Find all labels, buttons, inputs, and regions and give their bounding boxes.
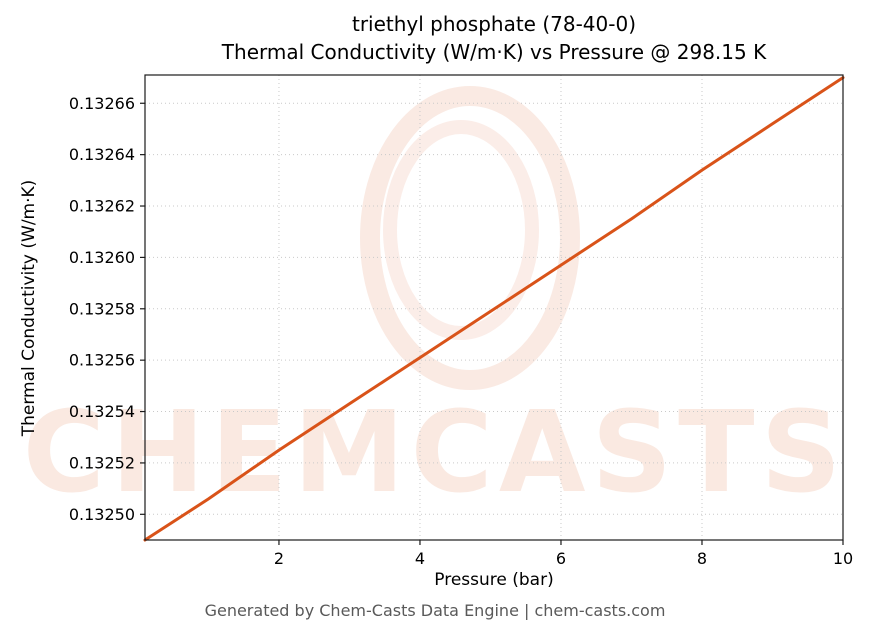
y-tick-label: 0.13262 [69,197,135,216]
watermark-ring-inner-icon [383,120,539,340]
y-tick-label: 0.13252 [69,453,135,472]
footer-text: Generated by Chem-Casts Data Engine | ch… [204,601,666,620]
x-tick-label: 2 [274,549,284,568]
y-tick-label: 0.13256 [69,351,135,370]
x-axis-label: Pressure (bar) [434,570,554,590]
chart-title-line2: Thermal Conductivity (W/m·K) vs Pressure… [221,40,767,64]
y-axis-label: Thermal Conductivity (W/m·K) [19,179,39,437]
x-tick-label: 4 [415,549,425,568]
chart-title: triethyl phosphate (78-40-0) Thermal Con… [145,10,843,66]
y-tick-label: 0.13260 [69,248,135,267]
x-tick-label: 10 [833,549,853,568]
watermark-ring-icon [360,86,580,390]
chart-title-line1: triethyl phosphate (78-40-0) [351,12,636,36]
y-tick-label: 0.13254 [69,402,135,421]
x-tick-label: 8 [697,549,707,568]
y-tick-label: 0.13264 [69,145,135,164]
series-line [143,76,845,542]
y-tick-label: 0.13250 [69,505,135,524]
y-tick-label: 0.13266 [69,94,135,113]
y-tick-label: 0.13258 [69,299,135,318]
x-tick-label: 6 [556,549,566,568]
